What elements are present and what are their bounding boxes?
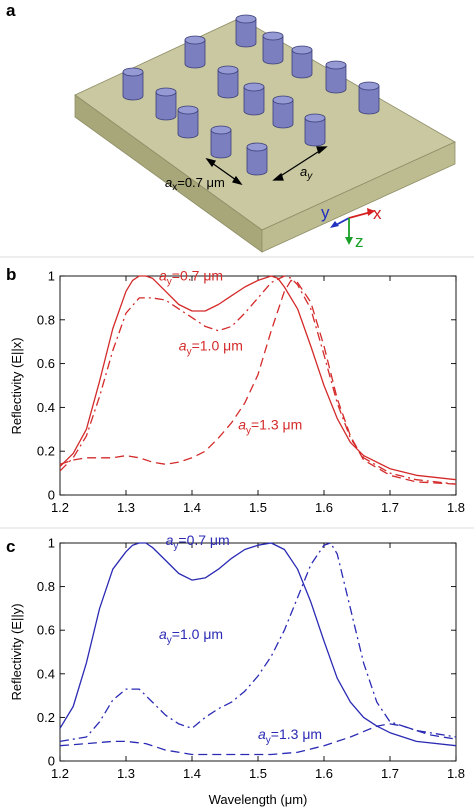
x-tick-label: 1.2 [51, 766, 69, 781]
x-tick-label: 1.5 [249, 500, 267, 515]
substrate-slab [74, 17, 456, 253]
y-tick-label: 0.8 [37, 579, 55, 594]
ticks: 0 0.2 0.4 0.6 0.8 1 1.2 1.3 1.4 1.5 1.6 1.7 1.8 [37, 269, 465, 516]
ay-label: ay [300, 164, 313, 182]
series-annotation: ay=1.0 μm [159, 626, 223, 646]
series-annotation: ay=1.3 μm [238, 416, 302, 436]
x-tick-label: 1.2 [51, 500, 69, 515]
x-tick-label: 1.3 [117, 500, 135, 515]
x-tick-label: 1.8 [447, 500, 465, 515]
x-tick-label: 1.7 [381, 766, 399, 781]
pillar [325, 60, 347, 94]
series-annotation: ay=0.7 μm [159, 267, 223, 287]
z-axis-letter: z [355, 232, 364, 251]
pillar [262, 31, 284, 65]
ay-dimension-arrow [272, 146, 328, 181]
series-line-dashed [59, 279, 457, 485]
x-tick-label: 1.8 [447, 766, 465, 781]
x-axis-label: Wavelength (μm) [209, 792, 308, 807]
annotation-layer: ay=0.7 μm ay=1.0 μm ay=1.3 μm [159, 532, 322, 746]
series-line-solid [59, 542, 457, 747]
y-tick-label: 0 [48, 754, 55, 769]
y-tick-label: 1 [48, 536, 55, 551]
pillar [177, 105, 199, 139]
y-tick-label: 1 [48, 269, 55, 284]
pillar [217, 65, 239, 99]
y-tick-label: 0.2 [37, 710, 55, 725]
x-tick-label: 1.7 [381, 500, 399, 515]
coordinate-axes-icon: x y z [321, 203, 382, 251]
y-tick-label: 0 [48, 488, 55, 503]
x-tick-label: 1.6 [315, 500, 333, 515]
pillar [272, 95, 294, 129]
pillar [304, 113, 326, 147]
annotation-layer: ay=0.7 μm ay=1.0 μm ay=1.3 μm [159, 267, 302, 436]
x-axis-letter: x [373, 204, 382, 223]
panel-b-label: b [6, 265, 16, 284]
panel-c-label: c [6, 537, 15, 556]
y-tick-label: 0.2 [37, 444, 55, 459]
y-tick-label: 0.4 [37, 400, 55, 415]
series-annotation: ay=1.3 μm [258, 726, 322, 746]
y-tick-label: 0.6 [37, 356, 55, 371]
x-tick-label: 1.5 [249, 766, 267, 781]
series-line-dashdot [59, 275, 457, 485]
pillar [291, 45, 313, 79]
panel-a-label: a [6, 1, 16, 20]
ax-label: ax=0.7 μm [165, 175, 225, 193]
panel-a: a ax=0.7 μm ay x [6, 1, 456, 253]
series-layer [59, 542, 457, 756]
pillar [246, 142, 268, 176]
panel-b: b Reflectivity (E||x) 0 0.2 0.4 0.6 0.8 1 1.2 1… [6, 265, 465, 515]
series-line-solid [59, 275, 457, 481]
x-tick-label: 1.3 [117, 766, 135, 781]
ax-dimension-arrow [205, 157, 243, 186]
series-layer [59, 275, 457, 485]
y-tick-label: 0.6 [37, 623, 55, 638]
series-line-dashed [59, 723, 457, 756]
pillar [155, 87, 177, 121]
x-tick-label: 1.4 [183, 766, 201, 781]
panel-c: c Reflectivity (E||y) Wavelength (μm) 00… [6, 532, 465, 807]
pillar [184, 35, 206, 69]
y-axis-label: Reflectivity (E||y) [9, 603, 24, 700]
pillar [358, 81, 380, 115]
pillar [235, 14, 257, 48]
x-tick-label: 1.4 [183, 500, 201, 515]
pillar [243, 82, 265, 116]
pillar [122, 67, 144, 101]
pillar-array [122, 14, 380, 176]
y-tick-label: 0.4 [37, 666, 55, 681]
series-annotation: ay=1.0 μm [179, 337, 243, 357]
y-axis-letter: y [321, 203, 330, 222]
ticks: 0 0.2 0.4 0.6 0.8 1 1.2 1.3 1.4 1.5 1.6 1.7 1.8 [37, 536, 465, 782]
pillar [210, 125, 232, 159]
y-axis-label: Reflectivity (E||x) [9, 337, 24, 434]
slab-right-face [261, 141, 456, 253]
series-annotation: ay=0.7 μm [166, 532, 230, 552]
x-tick-label: 1.6 [315, 766, 333, 781]
series-line-dashdot [59, 542, 457, 743]
y-tick-label: 0.8 [37, 312, 55, 327]
